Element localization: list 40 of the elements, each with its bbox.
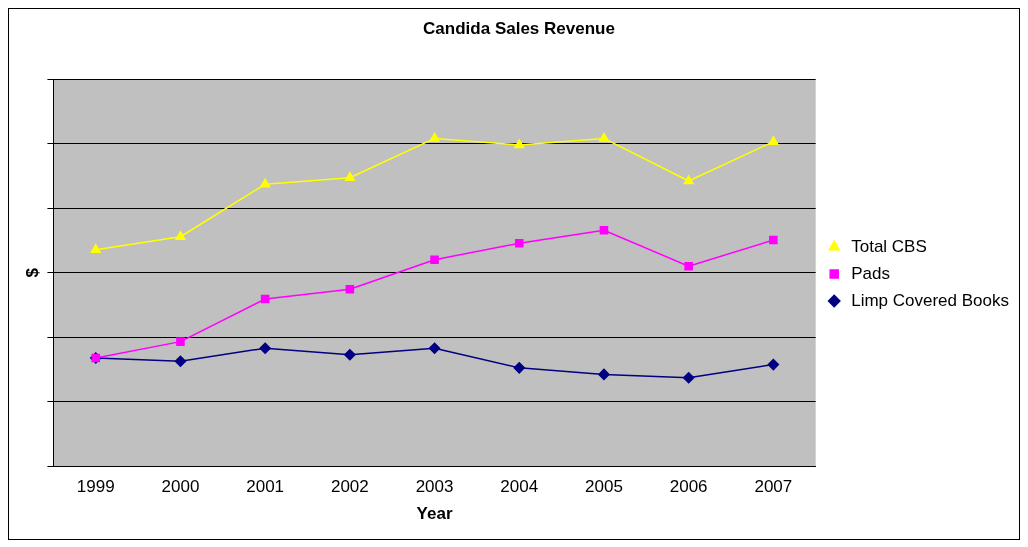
point	[683, 175, 694, 185]
x-tick-label: 2004	[500, 477, 539, 497]
point	[344, 349, 356, 361]
legend-label: Limp Covered Books	[851, 290, 1010, 310]
point	[429, 132, 440, 142]
point	[767, 358, 780, 371]
point	[90, 244, 101, 254]
point	[769, 235, 778, 245]
point	[514, 139, 525, 149]
chart-title: Candida Sales Revenue	[423, 18, 615, 38]
legend-label: Pads	[851, 263, 890, 283]
x-tick-label: 2000	[161, 477, 200, 497]
point	[428, 342, 441, 354]
point	[514, 239, 524, 248]
point	[175, 230, 186, 240]
point	[598, 132, 610, 142]
point	[260, 178, 271, 188]
point	[344, 171, 355, 181]
point	[768, 135, 779, 145]
x-tick-label: 1999	[76, 477, 115, 497]
point	[684, 261, 693, 271]
x-tick-label: 2007	[754, 477, 793, 497]
y-axis-title: $	[22, 267, 42, 278]
x-tick-label: 2002	[330, 477, 369, 497]
point	[260, 294, 270, 304]
point	[682, 371, 695, 384]
point	[430, 255, 439, 264]
point	[176, 337, 185, 346]
point	[345, 284, 355, 294]
point	[598, 368, 610, 381]
point	[513, 362, 525, 374]
point	[599, 225, 609, 235]
legend-label: Total CBS	[851, 236, 927, 256]
x-tick-label: 2003	[415, 477, 454, 497]
x-tick-label: 2006	[669, 477, 708, 497]
x-tick-label: 2001	[246, 477, 285, 497]
point	[259, 342, 271, 354]
x-axis-title: Year	[416, 504, 453, 524]
point	[174, 355, 187, 368]
x-tick-label: 2005	[585, 477, 623, 497]
